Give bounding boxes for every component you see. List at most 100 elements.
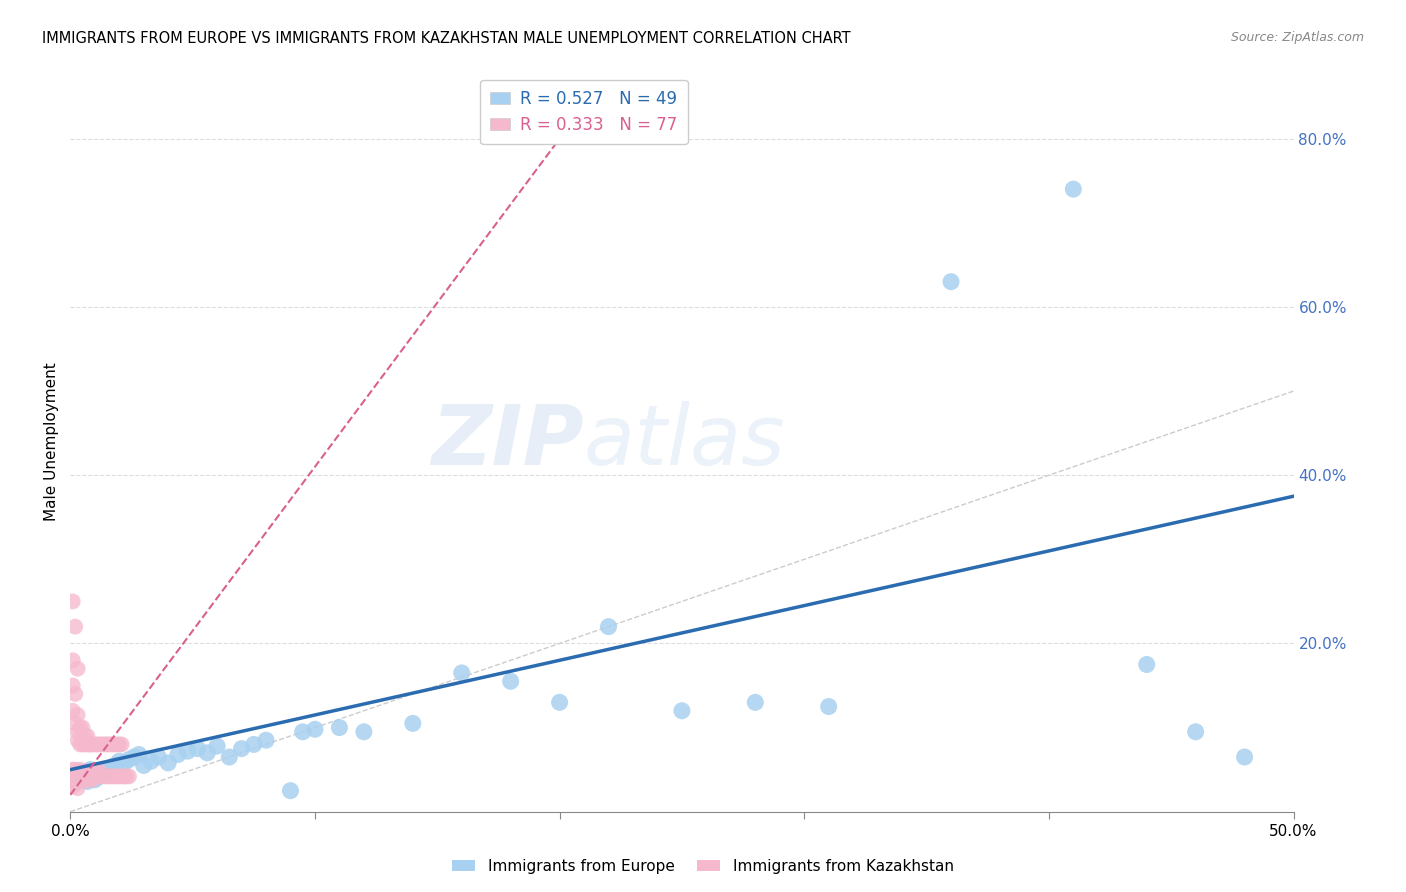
Point: [66, 781, 89, 796]
Point: [548, 695, 571, 709]
Point: [62, 771, 84, 785]
Point: [76, 772, 98, 787]
Point: [69, 769, 91, 783]
Point: [79, 738, 101, 752]
Point: [69, 721, 91, 735]
Point: [79, 738, 101, 752]
Point: [96, 738, 118, 752]
Point: [62, 767, 84, 781]
Point: [69, 763, 91, 777]
Point: [93, 738, 115, 752]
Point: [499, 674, 522, 689]
Point: [98, 738, 121, 752]
Point: [105, 769, 128, 783]
Point: [115, 769, 138, 783]
Point: [76, 774, 98, 789]
Point: [1184, 724, 1206, 739]
Point: [254, 733, 277, 747]
Point: [82, 772, 104, 787]
Point: [62, 594, 84, 608]
Point: [69, 772, 91, 787]
Point: [205, 739, 228, 753]
Point: [450, 665, 472, 680]
Point: [73, 738, 96, 752]
Point: [111, 738, 134, 752]
Point: [186, 741, 208, 756]
Point: [195, 746, 218, 760]
Point: [817, 699, 839, 714]
Point: [101, 769, 124, 783]
Point: [66, 771, 89, 785]
Point: [132, 758, 155, 772]
Point: [72, 764, 94, 779]
Point: [63, 771, 86, 785]
Point: [103, 769, 125, 783]
Point: [62, 704, 84, 718]
Point: [122, 750, 145, 764]
Point: [103, 738, 125, 752]
Point: [83, 738, 105, 752]
Point: [83, 769, 105, 783]
Point: [66, 767, 89, 781]
Point: [671, 704, 693, 718]
Point: [218, 750, 240, 764]
Point: [73, 729, 96, 743]
Point: [73, 769, 96, 783]
Point: [73, 769, 96, 783]
Point: [177, 744, 200, 758]
Point: [108, 738, 131, 752]
Point: [231, 741, 253, 756]
Point: [353, 724, 375, 739]
Point: [167, 747, 190, 762]
Point: [118, 753, 141, 767]
Point: [402, 716, 425, 731]
Point: [118, 769, 141, 783]
Point: [62, 679, 84, 693]
Point: [291, 724, 314, 739]
Point: [243, 738, 266, 752]
Point: [66, 733, 89, 747]
Point: [89, 738, 111, 752]
Point: [103, 758, 125, 772]
Text: IMMIGRANTS FROM EUROPE VS IMMIGRANTS FROM KAZAKHSTAN MALE UNEMPLOYMENT CORRELATI: IMMIGRANTS FROM EUROPE VS IMMIGRANTS FRO…: [42, 31, 851, 46]
Point: [1136, 657, 1159, 672]
Point: [328, 721, 350, 735]
Point: [86, 769, 108, 783]
Point: [157, 756, 180, 770]
Point: [86, 738, 108, 752]
Point: [72, 772, 94, 787]
Point: [69, 738, 91, 752]
Point: [63, 767, 86, 781]
Text: Source: ZipAtlas.com: Source: ZipAtlas.com: [1230, 31, 1364, 45]
Point: [89, 769, 111, 783]
Point: [63, 763, 86, 777]
Point: [98, 761, 121, 775]
Point: [148, 750, 170, 764]
Point: [66, 775, 89, 789]
Point: [72, 721, 94, 735]
Point: [72, 738, 94, 752]
Point: [1233, 750, 1256, 764]
Point: [73, 772, 96, 787]
Point: [63, 775, 86, 789]
Point: [63, 687, 86, 701]
Point: [82, 767, 104, 781]
Point: [72, 772, 94, 787]
Point: [98, 769, 121, 783]
Point: [108, 769, 131, 783]
Point: [72, 769, 94, 783]
Point: [79, 769, 101, 783]
Point: [62, 653, 84, 667]
Point: [280, 783, 302, 797]
Point: [63, 716, 86, 731]
Point: [79, 772, 101, 787]
Point: [63, 775, 86, 789]
Point: [73, 764, 96, 779]
Point: [598, 619, 620, 633]
Point: [112, 769, 135, 783]
Point: [101, 738, 124, 752]
Point: [89, 764, 111, 779]
Point: [108, 754, 131, 768]
Point: [105, 738, 128, 752]
Point: [76, 738, 98, 752]
